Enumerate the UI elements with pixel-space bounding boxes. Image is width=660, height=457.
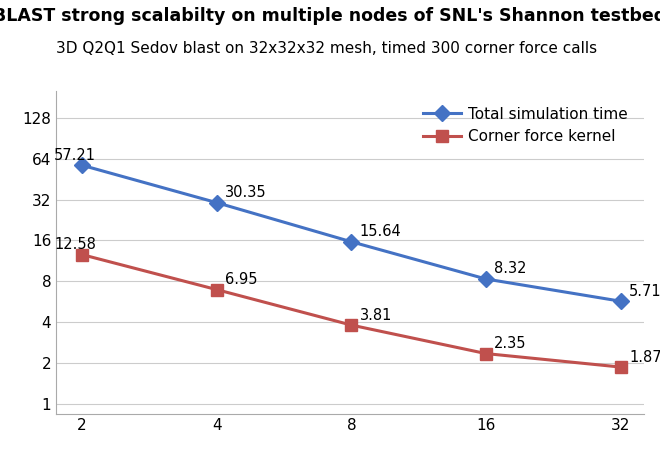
Total simulation time xyxy=(616,298,624,304)
Total simulation time xyxy=(347,239,355,244)
Text: 2.35: 2.35 xyxy=(494,336,527,351)
Text: 3.81: 3.81 xyxy=(360,308,392,323)
Corner force kernel xyxy=(616,364,624,370)
Text: 3D Q2Q1 Sedov blast on 32x32x32 mesh, timed 300 corner force calls: 3D Q2Q1 Sedov blast on 32x32x32 mesh, ti… xyxy=(56,41,597,55)
Line: Corner force kernel: Corner force kernel xyxy=(77,249,626,372)
Text: 15.64: 15.64 xyxy=(360,224,401,239)
Total simulation time xyxy=(482,276,490,282)
Text: 57.21: 57.21 xyxy=(54,148,96,163)
Corner force kernel xyxy=(78,252,86,257)
Text: BLAST strong scalabilty on multiple nodes of SNL's Shannon testbed: BLAST strong scalabilty on multiple node… xyxy=(0,7,660,25)
Line: Total simulation time: Total simulation time xyxy=(77,159,626,307)
Text: 5.71: 5.71 xyxy=(629,284,660,299)
Corner force kernel xyxy=(482,351,490,356)
Text: 1.87: 1.87 xyxy=(629,350,660,365)
Text: 12.58: 12.58 xyxy=(54,237,96,252)
Text: 8.32: 8.32 xyxy=(494,261,527,276)
Text: 30.35: 30.35 xyxy=(225,185,267,200)
Legend: Total simulation time, Corner force kernel: Total simulation time, Corner force kern… xyxy=(415,99,636,152)
Corner force kernel xyxy=(347,322,355,328)
Total simulation time xyxy=(213,200,220,205)
Text: 6.95: 6.95 xyxy=(225,272,257,287)
Corner force kernel xyxy=(213,287,220,292)
Total simulation time xyxy=(78,163,86,168)
